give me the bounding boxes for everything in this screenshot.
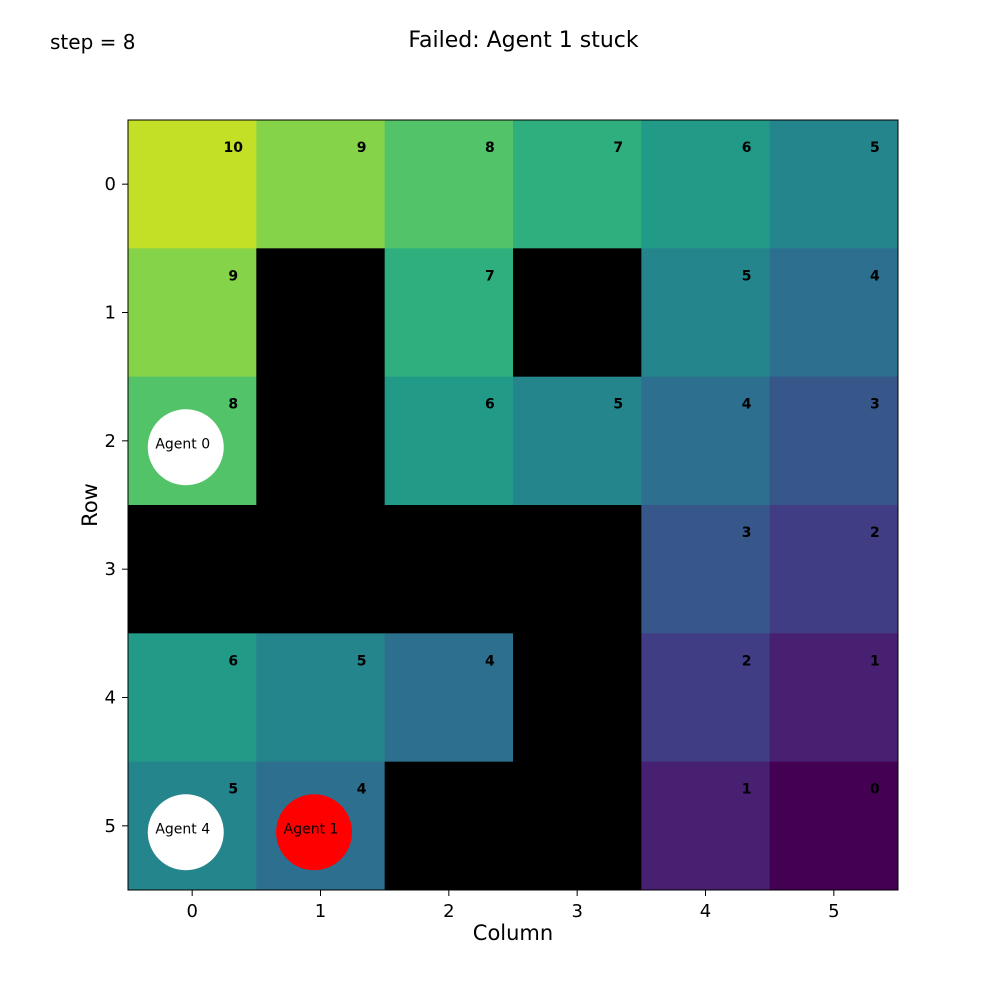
grid-cell bbox=[769, 505, 899, 634]
cell-value-label: 4 bbox=[357, 782, 367, 798]
agent-marker: Agent 1 bbox=[276, 794, 353, 871]
cell-value-label: 6 bbox=[485, 397, 495, 413]
y-tick-label: 0 bbox=[105, 174, 116, 195]
agent-circle bbox=[147, 794, 224, 871]
agent-circle bbox=[147, 409, 224, 486]
cell-value-label: 8 bbox=[485, 140, 495, 156]
x-tick-label: 5 bbox=[828, 901, 839, 922]
grid-cell bbox=[769, 761, 899, 891]
grid-cell bbox=[769, 248, 899, 378]
cell-value-label: 1 bbox=[742, 782, 752, 798]
grid-cell bbox=[769, 120, 899, 249]
agent-circle bbox=[276, 794, 353, 871]
grid-cell bbox=[769, 633, 899, 763]
x-tick-label: 1 bbox=[315, 901, 326, 922]
x-tick-label: 3 bbox=[571, 901, 582, 922]
agent-marker: Agent 4 bbox=[147, 794, 224, 871]
cell-value-label: 10 bbox=[223, 140, 243, 156]
grid-cell bbox=[256, 120, 386, 249]
y-axis-label: Row bbox=[78, 483, 102, 527]
cell-value-label: 3 bbox=[742, 525, 752, 541]
x-tick-label: 0 bbox=[186, 901, 197, 922]
x-axis-label: Column bbox=[473, 921, 553, 945]
cell-value-label: 5 bbox=[870, 140, 880, 156]
grid-cell bbox=[256, 633, 386, 763]
x-tick-label: 4 bbox=[700, 901, 711, 922]
grid-cell bbox=[641, 376, 771, 506]
cell-value-label: 1 bbox=[870, 653, 880, 669]
grid-cell bbox=[384, 120, 514, 249]
wall-cell bbox=[384, 505, 514, 634]
grid-cell bbox=[641, 761, 771, 891]
cell-value-label: 7 bbox=[485, 268, 495, 284]
agents-layer: Agent 0 Agent 4 Agent 1 bbox=[147, 409, 353, 871]
wall-cell bbox=[256, 376, 386, 506]
grid-cell bbox=[128, 248, 257, 378]
grid-cell bbox=[128, 120, 257, 249]
cell-value-label: 9 bbox=[357, 140, 367, 156]
grid-cell bbox=[384, 248, 514, 378]
grid-cell bbox=[641, 633, 771, 763]
agent-marker: Agent 0 bbox=[147, 409, 224, 486]
cell-value-labels: 10 9 8 7 6 59 7 5 48 6 5 4 33 26 5 4 2 15 4 1 0 bbox=[223, 140, 880, 798]
wall-cell bbox=[513, 633, 642, 763]
y-tick-label: 2 bbox=[105, 431, 116, 452]
cell-value-label: 8 bbox=[228, 397, 238, 413]
wall-cell bbox=[513, 761, 642, 891]
wall-cell bbox=[513, 248, 642, 378]
cell-value-label: 2 bbox=[870, 525, 880, 541]
cell-value-label: 6 bbox=[742, 140, 752, 156]
y-tick-label: 5 bbox=[105, 816, 116, 837]
grid-cell bbox=[641, 248, 771, 378]
grid-cells bbox=[128, 120, 899, 891]
status-title: Failed: Agent 1 stuck bbox=[408, 28, 639, 53]
x-tick-label: 2 bbox=[443, 901, 454, 922]
grid-cell bbox=[769, 376, 899, 506]
wall-cell bbox=[513, 505, 642, 634]
grid-cell bbox=[513, 120, 642, 249]
y-tick-label: 3 bbox=[105, 559, 116, 580]
y-tick-label: 4 bbox=[105, 688, 116, 709]
grid-cell bbox=[384, 376, 514, 506]
wall-cell bbox=[128, 505, 257, 634]
wall-cell bbox=[384, 761, 514, 891]
cell-value-label: 4 bbox=[485, 653, 495, 669]
agent-label: Agent 1 bbox=[284, 821, 339, 837]
plot-frame bbox=[127, 119, 899, 891]
agent-label: Agent 0 bbox=[155, 436, 210, 452]
agent-label: Agent 4 bbox=[155, 821, 210, 837]
y-tick-label: 1 bbox=[105, 303, 116, 324]
cell-value-label: 4 bbox=[870, 268, 880, 284]
cell-value-label: 5 bbox=[228, 782, 238, 798]
grid-cell bbox=[641, 505, 771, 634]
cell-value-label: 4 bbox=[742, 397, 752, 413]
cell-value-label: 7 bbox=[613, 140, 623, 156]
cell-value-label: 2 bbox=[742, 653, 752, 669]
step-counter: step = 8 bbox=[50, 30, 136, 54]
y-axis-ticks: 0 1 2 3 4 5 bbox=[105, 174, 128, 837]
cell-value-label: 9 bbox=[228, 268, 238, 284]
cell-value-label: 5 bbox=[742, 268, 752, 284]
wall-cell bbox=[256, 248, 386, 378]
grid-cell bbox=[513, 376, 642, 506]
cell-value-label: 6 bbox=[228, 653, 238, 669]
cell-value-label: 0 bbox=[870, 782, 880, 798]
grid-cell bbox=[128, 633, 257, 763]
cell-value-label: 3 bbox=[870, 397, 880, 413]
grid-cell bbox=[384, 633, 514, 763]
wall-cell bbox=[256, 505, 386, 634]
cell-value-label: 5 bbox=[357, 653, 367, 669]
cell-value-label: 5 bbox=[613, 397, 623, 413]
grid-cell bbox=[641, 120, 771, 249]
x-axis-ticks: 0 1 2 3 4 5 bbox=[186, 890, 840, 922]
